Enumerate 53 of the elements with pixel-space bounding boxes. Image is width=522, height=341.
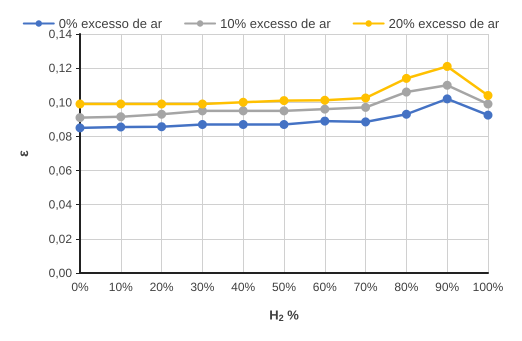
point xyxy=(157,99,166,108)
legend-label: 20% excesso de ar xyxy=(388,16,500,31)
x-tick-label: 10% xyxy=(108,280,134,294)
y-tick-label: 0,04 xyxy=(48,198,72,212)
point xyxy=(198,120,207,129)
point xyxy=(320,104,330,114)
point xyxy=(484,110,492,120)
x-tick-label: 70% xyxy=(354,280,378,294)
point xyxy=(76,123,84,132)
x-tick-label: 50% xyxy=(272,280,296,294)
point xyxy=(402,74,411,83)
point xyxy=(361,117,370,126)
point xyxy=(361,94,370,103)
point xyxy=(484,99,492,108)
point xyxy=(76,99,84,108)
x-tick-label: 100% xyxy=(472,280,504,294)
point xyxy=(280,120,288,129)
point xyxy=(116,122,126,132)
x-tick-label: 20% xyxy=(150,280,174,294)
y-tick-label: 0,06 xyxy=(48,164,72,178)
x-tick-label: 60% xyxy=(312,280,338,294)
x-tick-label: 90% xyxy=(435,280,460,294)
point xyxy=(157,110,166,119)
y-tick-label: 0,10 xyxy=(48,95,72,110)
point xyxy=(402,88,411,97)
y-tick-label: 0,00 xyxy=(48,266,72,280)
point xyxy=(442,94,452,104)
x-tick-label: 30% xyxy=(190,280,215,294)
point xyxy=(238,106,248,116)
point xyxy=(442,62,452,71)
legend-label: 10% excesso de ar xyxy=(220,16,332,31)
point xyxy=(157,122,166,132)
point xyxy=(280,106,288,116)
point xyxy=(320,116,330,126)
point xyxy=(116,99,126,108)
point xyxy=(238,98,248,107)
point xyxy=(238,120,248,129)
point xyxy=(280,96,288,106)
y-tick-label: 0,08 xyxy=(48,129,72,144)
y-tick-label: 0,12 xyxy=(48,61,72,76)
point xyxy=(361,102,370,112)
x-tick-label: 0% xyxy=(71,280,89,294)
x-tick-label: 80% xyxy=(394,280,419,294)
x-tick-label: 40% xyxy=(231,280,256,294)
point xyxy=(198,99,207,108)
point xyxy=(484,90,492,100)
point xyxy=(442,80,452,90)
point xyxy=(76,113,84,122)
point xyxy=(116,112,126,122)
point xyxy=(320,96,330,105)
y-tick-label: 0,02 xyxy=(48,232,72,246)
y-axis-title: ε xyxy=(15,150,31,157)
point xyxy=(402,110,411,119)
